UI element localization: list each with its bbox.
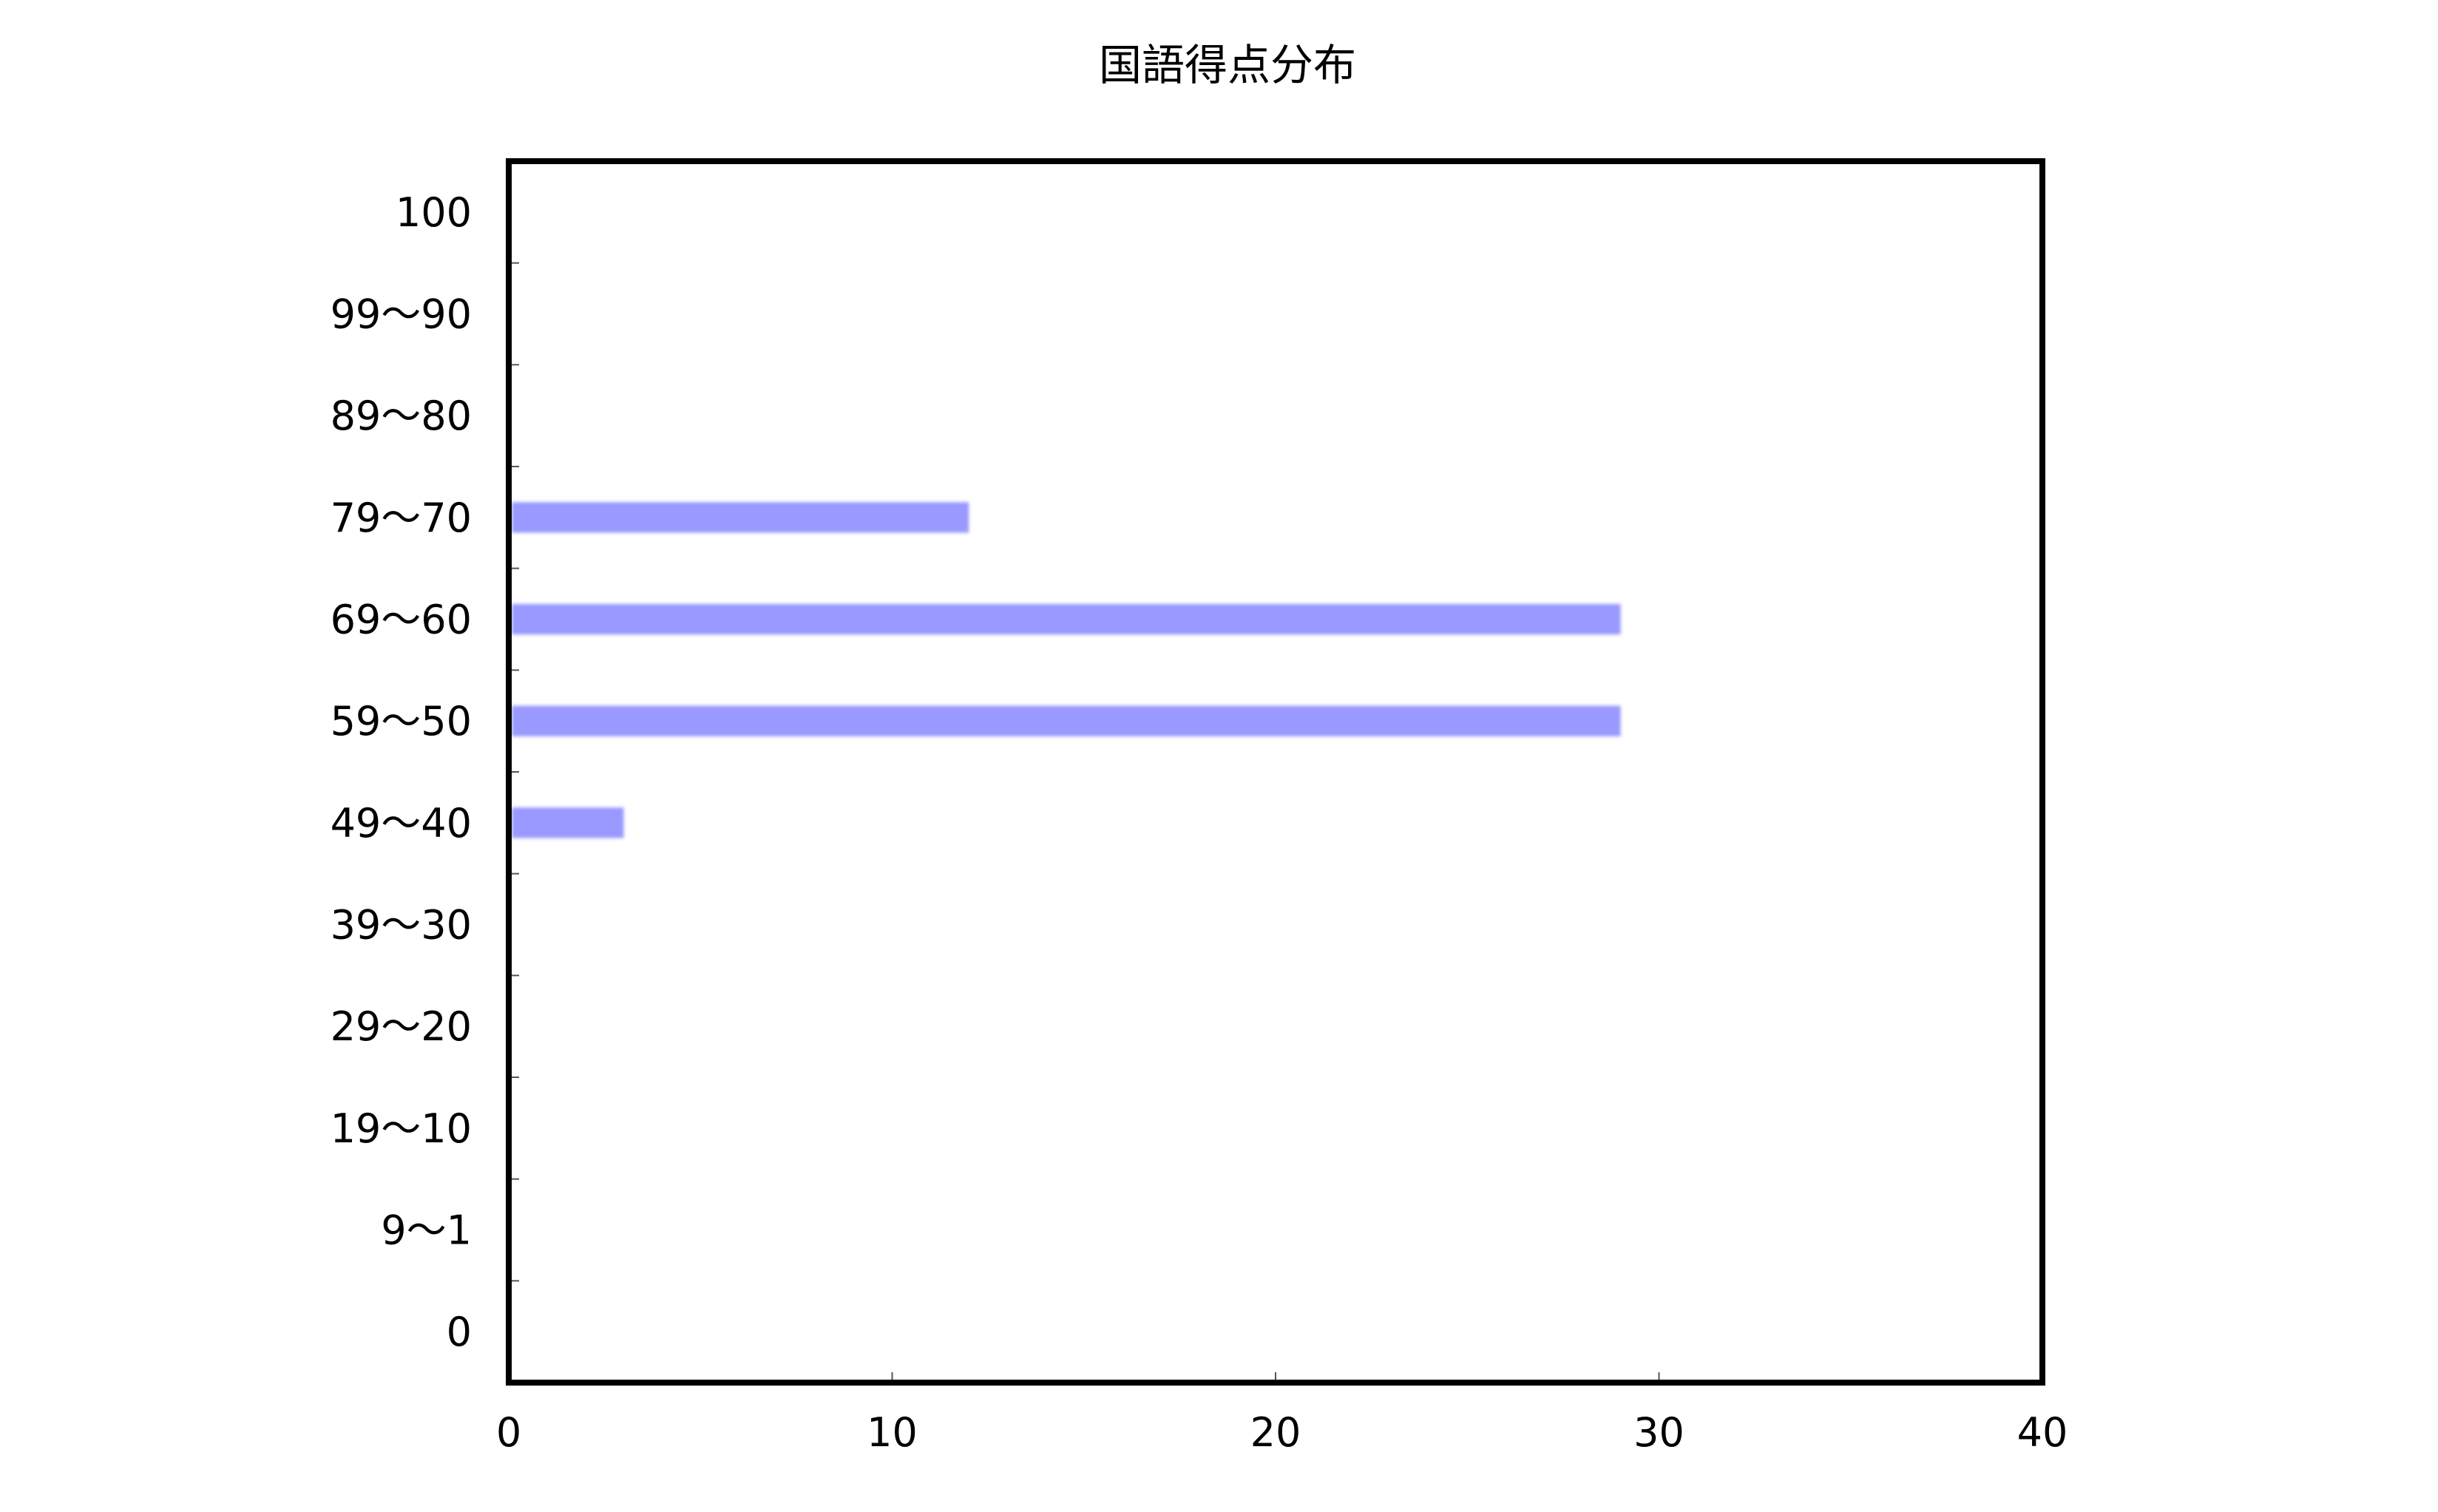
y-tick-label: 59〜50	[331, 698, 472, 745]
chart-title: 国語得点分布	[1099, 40, 1356, 90]
bar	[512, 807, 624, 838]
y-tick-label: 9〜1	[381, 1207, 472, 1254]
x-axis-tick-labels: 0 10 20 30 40	[496, 1409, 2068, 1456]
x-tick-label: 40	[2017, 1409, 2068, 1456]
y-tick-label: 39〜30	[331, 902, 472, 949]
bar	[512, 603, 1621, 635]
y-tick-label: 100	[396, 189, 472, 236]
x-tick-label: 20	[1250, 1409, 1301, 1456]
y-tick-label: 69〜60	[331, 597, 472, 643]
bars-layer	[512, 502, 1621, 838]
x-tick-label: 0	[496, 1409, 521, 1456]
y-tick-label: 99〜90	[331, 291, 472, 338]
bar	[512, 705, 1621, 736]
bar	[512, 502, 969, 533]
y-tick-label: 79〜70	[331, 495, 472, 541]
y-axis-tick-labels: 100 99〜90 89〜80 79〜70 69〜60 59〜50 49〜40 39〜30 29…	[331, 189, 472, 1355]
y-tick-label: 49〜40	[331, 800, 472, 847]
x-tick-label: 30	[1633, 1409, 1684, 1456]
y-tick-label: 19〜10	[331, 1105, 472, 1152]
y-tick-label: 29〜20	[331, 1003, 472, 1050]
y-tick-label: 89〜80	[331, 393, 472, 439]
y-tick-label: 0	[447, 1309, 472, 1355]
plot-frame	[506, 158, 2045, 1386]
x-tick-label: 10	[867, 1409, 918, 1456]
